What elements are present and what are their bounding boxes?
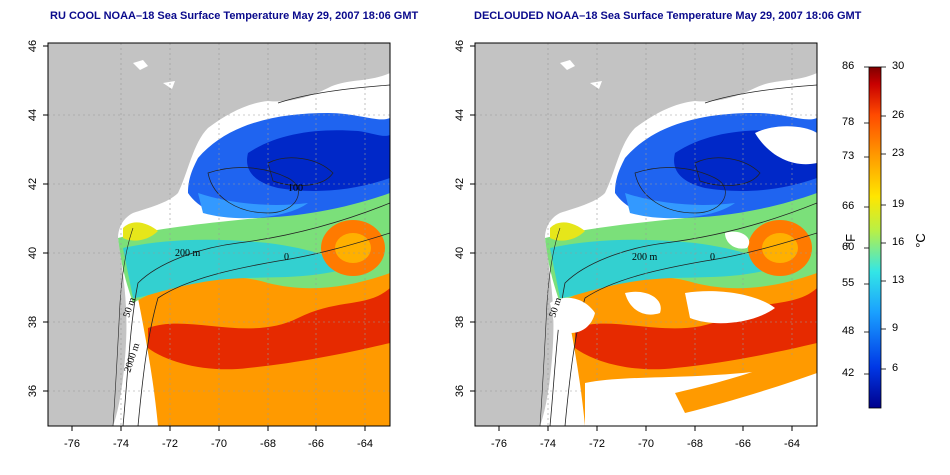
lat-tick-label: 36 bbox=[454, 385, 466, 397]
lon-tick-label: -74 bbox=[540, 438, 556, 450]
lat-tick-label: 42 bbox=[27, 178, 39, 190]
colorbar-f-tick-label: 48 bbox=[842, 325, 855, 337]
colorbar-f-tick-label: 73 bbox=[842, 150, 855, 162]
lon-tick-label: -66 bbox=[735, 438, 751, 450]
colorbar-c-tick-label: 30 bbox=[892, 60, 905, 72]
contour-label-0-right: 0 bbox=[710, 252, 715, 263]
lon-tick-label: -64 bbox=[784, 438, 800, 450]
lat-tick-label: 38 bbox=[454, 316, 466, 328]
colorbar-f-tick-label: 78 bbox=[842, 116, 855, 128]
colorbar-f-tick-label: 86 bbox=[842, 60, 855, 72]
colorbar-f-tick-label: 42 bbox=[842, 367, 855, 379]
right-map-panel: -76 -74 -72 -70 -68 -66 -64 36 38 40 42 44 46 bbox=[454, 40, 818, 450]
contour-label-200m-left: 200 m bbox=[175, 248, 201, 259]
lon-tick-label: -68 bbox=[260, 438, 276, 450]
lat-tick-label: 46 bbox=[454, 40, 466, 52]
lat-tick-label: 38 bbox=[27, 316, 39, 328]
colorbar-c-tick-label: 9 bbox=[892, 322, 899, 334]
right-map-title: DECLOUDED NOAA–18 Sea Surface Temperatur… bbox=[474, 10, 862, 22]
lat-tick-label: 42 bbox=[454, 178, 466, 190]
contour-label-0-left: 0 bbox=[284, 252, 289, 263]
lon-tick-label: -76 bbox=[64, 438, 80, 450]
colorbar-c-tick-label: 6 bbox=[892, 362, 899, 374]
lon-tick-label: -74 bbox=[113, 438, 129, 450]
colorbar-c-tick-label: 13 bbox=[892, 274, 905, 286]
lon-tick-label: -66 bbox=[308, 438, 324, 450]
lat-tick-label: 44 bbox=[27, 109, 39, 121]
colorbar-f-tick-label: 60 bbox=[842, 241, 855, 253]
lon-tick-label: -68 bbox=[687, 438, 703, 450]
lat-tick-label: 46 bbox=[27, 40, 39, 52]
lon-tick-label: -72 bbox=[589, 438, 605, 450]
colorbar-f-tick-label: 55 bbox=[842, 277, 855, 289]
lat-tick-label: 44 bbox=[454, 109, 466, 121]
colorbar-c-tick-label: 16 bbox=[892, 236, 905, 248]
left-map-axes: -76 -74 -72 -70 -68 -66 -64 36 38 40 42 44 46 bbox=[27, 40, 373, 450]
lon-tick-label: -70 bbox=[211, 438, 227, 450]
colorbar-gradient bbox=[868, 66, 882, 409]
lon-tick-label: -70 bbox=[638, 438, 654, 450]
left-map-title: RU COOL NOAA–18 Sea Surface Temperature … bbox=[50, 10, 419, 22]
lon-tick-label: -76 bbox=[491, 438, 507, 450]
colorbar-f-tick-label: 66 bbox=[842, 200, 855, 212]
lon-tick-label: -72 bbox=[162, 438, 178, 450]
lat-tick-label: 36 bbox=[27, 385, 39, 397]
contour-label-200m-right: 200 m bbox=[632, 252, 658, 263]
left-map-panel: -76 -74 -72 -70 -68 -66 -64 36 38 40 42 44 46 bbox=[27, 40, 391, 450]
colorbar-celsius-unit: °C bbox=[912, 233, 928, 248]
colorbar bbox=[864, 66, 886, 409]
lat-tick-label: 40 bbox=[454, 247, 466, 259]
lon-tick-label: -64 bbox=[357, 438, 373, 450]
colorbar-c-tick-label: 26 bbox=[892, 109, 905, 121]
contour-label-100-left: 100 bbox=[288, 183, 303, 194]
colorbar-c-tick-label: 23 bbox=[892, 147, 905, 159]
colorbar-c-tick-label: 19 bbox=[892, 198, 905, 210]
lat-tick-label: 40 bbox=[27, 247, 39, 259]
right-map-axes: -76 -74 -72 -70 -68 -66 -64 36 38 40 42 44 46 bbox=[454, 40, 800, 450]
